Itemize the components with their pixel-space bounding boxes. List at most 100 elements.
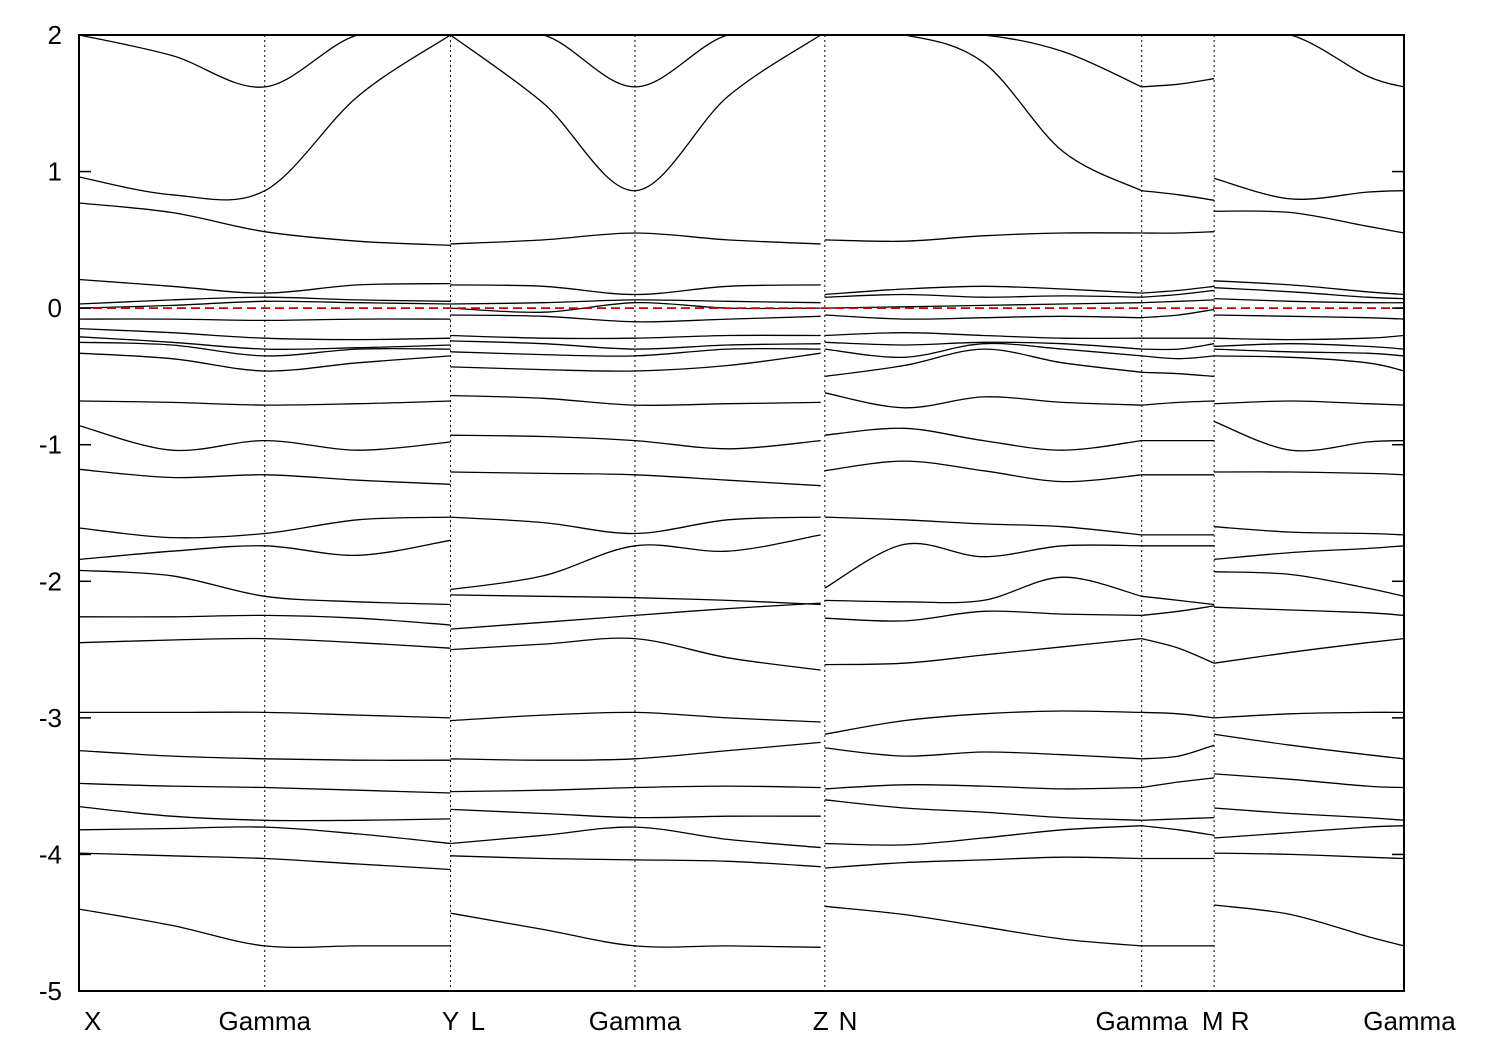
band-line xyxy=(79,35,451,201)
band-line xyxy=(1214,773,1404,789)
band-line xyxy=(79,336,451,351)
band-line xyxy=(1214,807,1404,821)
y-tick-label: -2 xyxy=(39,566,62,596)
kpoint-label: Gamma xyxy=(589,1006,682,1036)
band-line xyxy=(1214,314,1404,320)
band-line xyxy=(79,352,451,372)
band-line xyxy=(824,302,1142,309)
band-line xyxy=(824,348,1142,378)
band-line xyxy=(1141,371,1215,378)
band-line xyxy=(450,394,821,406)
band-line xyxy=(79,300,451,309)
band-line xyxy=(450,785,821,793)
band-line xyxy=(1214,210,1404,234)
kpoint-label: M xyxy=(1202,1006,1224,1036)
band-line xyxy=(1141,289,1215,298)
band-line xyxy=(824,825,1142,846)
band-line xyxy=(450,35,821,88)
band-line xyxy=(79,826,451,845)
plot-frame xyxy=(78,34,1405,992)
band-line xyxy=(1214,35,1404,88)
band-line xyxy=(1214,355,1404,372)
kpoint-label: N xyxy=(839,1006,858,1036)
band-line xyxy=(1214,571,1404,597)
band-line xyxy=(1214,471,1404,476)
band-line xyxy=(450,602,821,630)
band-lines xyxy=(79,35,1404,949)
band-line xyxy=(450,334,821,340)
band-line xyxy=(79,278,451,294)
band-line xyxy=(450,711,821,723)
band-line xyxy=(450,826,821,849)
band-line xyxy=(79,327,451,341)
band-line xyxy=(824,747,1142,760)
band-line xyxy=(79,782,451,794)
kpoint-label: Y xyxy=(442,1006,459,1036)
band-line xyxy=(79,424,451,452)
band-line xyxy=(1214,287,1404,300)
band-line xyxy=(1214,852,1404,860)
band-line xyxy=(1141,285,1215,294)
band-line xyxy=(824,784,1142,790)
band-line xyxy=(450,347,821,357)
band-line xyxy=(1214,334,1404,341)
band-line xyxy=(450,352,821,372)
band-line xyxy=(1213,177,1404,200)
band-line xyxy=(1214,545,1404,561)
band-line xyxy=(450,741,821,761)
x-axis-kpath-labels: X Gamma Y L Gamma Z N Gamma M R Gamma xyxy=(84,1006,1456,1036)
band-line xyxy=(79,296,451,305)
band-line xyxy=(79,614,451,626)
kpoint-label: X xyxy=(84,1006,101,1036)
kpoint-label: R xyxy=(1231,1006,1250,1036)
band-line xyxy=(1141,308,1215,319)
band-line xyxy=(824,427,1142,451)
band-line xyxy=(1214,606,1404,617)
band-line xyxy=(1214,637,1404,664)
band-line xyxy=(824,610,1142,622)
band-line xyxy=(824,35,1142,88)
band-line xyxy=(450,534,821,591)
band-line xyxy=(450,434,821,450)
band-line xyxy=(450,471,821,487)
band-line xyxy=(79,400,451,406)
band-line xyxy=(450,855,821,868)
band-line xyxy=(79,852,451,871)
kpoint-label: L xyxy=(471,1006,485,1036)
band-line xyxy=(1141,78,1215,88)
band-line xyxy=(79,202,451,246)
band-line xyxy=(450,516,821,535)
band-line xyxy=(450,808,821,819)
band-line xyxy=(450,299,821,305)
band-line xyxy=(79,711,451,719)
band-line xyxy=(79,35,451,88)
band-line xyxy=(1141,825,1215,836)
band-line xyxy=(1141,711,1215,719)
kpoint-label: Gamma xyxy=(1363,1006,1456,1036)
band-line xyxy=(824,342,1142,358)
band-line xyxy=(1214,280,1404,296)
high-symmetry-lines xyxy=(264,35,1215,991)
band-line xyxy=(824,637,1142,666)
band-line xyxy=(824,341,1142,350)
band-line xyxy=(450,232,821,245)
kpoint-label: Gamma xyxy=(1095,1006,1188,1036)
band-line xyxy=(1141,299,1215,304)
band-line xyxy=(824,542,1142,589)
band-line xyxy=(79,569,451,606)
band-line xyxy=(824,293,1142,298)
band-line xyxy=(1141,605,1215,617)
band-line xyxy=(79,805,451,822)
band-line xyxy=(450,594,821,606)
band-line xyxy=(1141,343,1215,351)
y-tick-label: 0 xyxy=(48,293,62,323)
band-line xyxy=(1141,744,1215,760)
band-line xyxy=(1141,355,1215,360)
band-line xyxy=(824,314,1142,320)
band-line xyxy=(450,912,821,948)
band-line xyxy=(79,539,451,561)
band-line xyxy=(1214,733,1404,760)
band-line xyxy=(79,318,451,322)
band-line xyxy=(1214,400,1404,406)
band-line xyxy=(450,637,821,671)
